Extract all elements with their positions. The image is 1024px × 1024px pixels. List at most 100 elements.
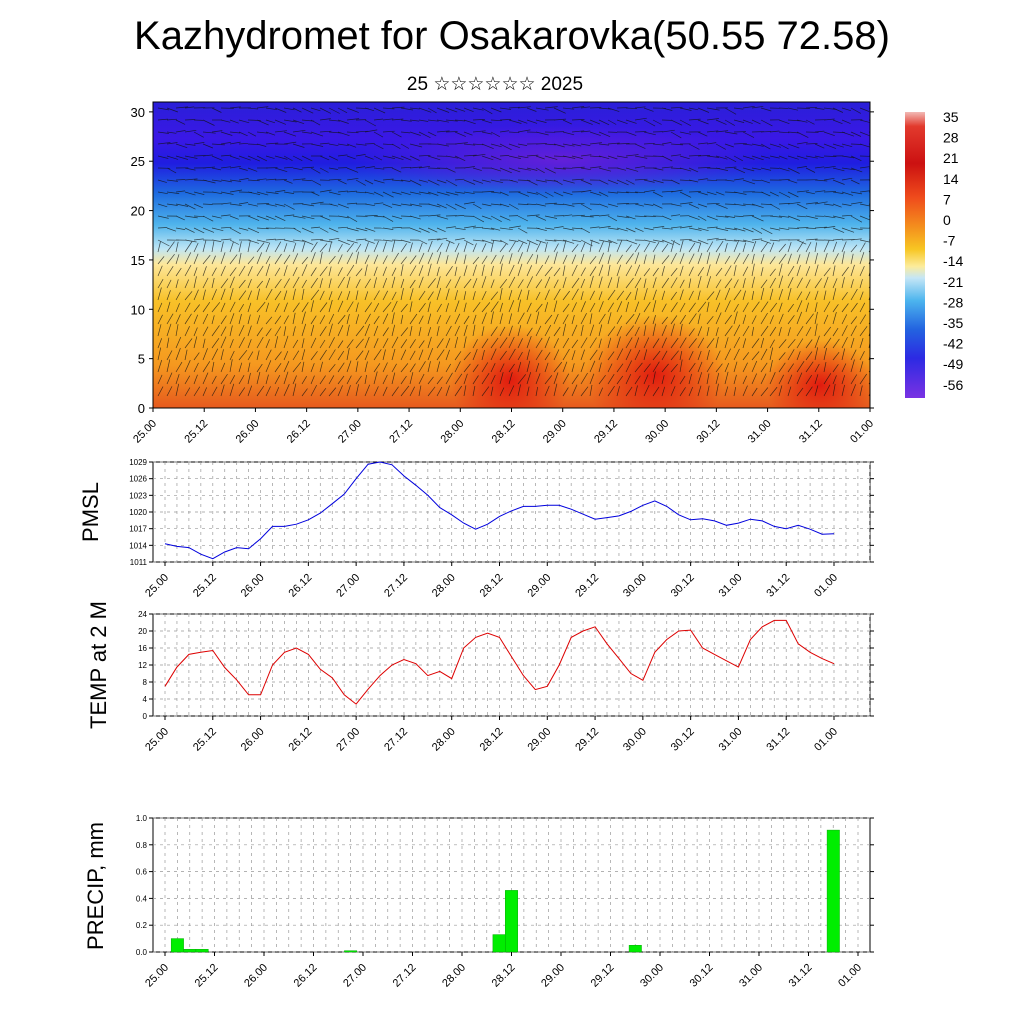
wind-barb bbox=[256, 203, 270, 205]
wind-barb bbox=[562, 191, 573, 196]
wind-barb bbox=[571, 166, 585, 169]
wind-barb bbox=[364, 215, 378, 217]
wind-barb bbox=[715, 363, 723, 373]
wind-barb bbox=[535, 254, 539, 265]
wind-barb bbox=[283, 254, 291, 265]
wind-barb bbox=[850, 215, 863, 223]
wind-barb bbox=[742, 325, 750, 337]
wind-barb bbox=[211, 337, 220, 349]
wind-barb bbox=[229, 215, 239, 220]
wind-barb bbox=[751, 387, 758, 397]
wind-barb bbox=[184, 338, 193, 349]
wind-barb bbox=[733, 303, 739, 313]
wind-barb bbox=[373, 315, 380, 325]
wind-barb bbox=[760, 279, 768, 289]
wind-barb bbox=[715, 191, 725, 196]
wind-barb bbox=[328, 323, 333, 337]
wind-barb bbox=[238, 227, 249, 231]
wind-barb bbox=[382, 130, 395, 133]
wind-barb bbox=[859, 166, 870, 169]
heatmap-ytick-label: 10 bbox=[131, 302, 145, 317]
wind-barb bbox=[499, 350, 507, 361]
wind-barb bbox=[364, 302, 372, 313]
wind-barb bbox=[769, 268, 776, 277]
colorbar-label: -56 bbox=[943, 377, 963, 393]
wind-barb bbox=[247, 314, 251, 325]
wind-barb bbox=[508, 385, 515, 397]
wind-barb bbox=[202, 166, 215, 169]
pmsl-xtick-label: 25.00 bbox=[143, 572, 171, 600]
wind-barb bbox=[337, 143, 349, 147]
wind-barb bbox=[175, 324, 179, 337]
wind-barb bbox=[274, 375, 281, 385]
wind-barb bbox=[355, 166, 366, 169]
wind-barb bbox=[418, 131, 431, 139]
wind-barb bbox=[832, 107, 844, 113]
wind-barb bbox=[544, 106, 558, 109]
wind-barb bbox=[166, 142, 178, 145]
wind-barb bbox=[157, 374, 163, 385]
wind-barb bbox=[382, 227, 394, 230]
wind-barb bbox=[319, 326, 327, 337]
wind-barb bbox=[562, 373, 570, 385]
wind-barb bbox=[382, 327, 389, 337]
wind-barb bbox=[166, 253, 175, 265]
wind-barb bbox=[643, 179, 655, 183]
wind-barb bbox=[751, 276, 755, 289]
wind-barb bbox=[841, 143, 853, 148]
wind-barb bbox=[220, 214, 231, 217]
wind-barb bbox=[859, 302, 866, 313]
wind-barb bbox=[481, 312, 487, 325]
wind-barb bbox=[400, 215, 412, 217]
wind-barb bbox=[508, 253, 513, 265]
wind-barb bbox=[634, 301, 640, 313]
wind-barb bbox=[760, 387, 769, 397]
wind-barb bbox=[274, 315, 282, 325]
wind-barb bbox=[418, 179, 428, 183]
precip-xtick-label: 30.12 bbox=[688, 962, 716, 990]
wind-barb bbox=[436, 361, 441, 373]
wind-barb bbox=[679, 202, 693, 205]
wind-barb bbox=[571, 315, 575, 325]
wind-barb bbox=[463, 278, 472, 289]
wind-barb bbox=[436, 326, 440, 337]
wind-barb bbox=[436, 338, 444, 349]
wind-barb bbox=[238, 202, 249, 205]
wind-barb bbox=[553, 383, 558, 397]
wind-barb bbox=[247, 240, 251, 253]
wind-barb bbox=[157, 256, 165, 265]
wind-barb bbox=[769, 347, 774, 361]
wind-barb bbox=[832, 351, 840, 361]
wind-barb bbox=[733, 239, 740, 253]
wind-barb bbox=[625, 179, 635, 185]
wind-barb bbox=[850, 227, 863, 231]
wind-barb bbox=[589, 360, 596, 373]
wind-barb bbox=[607, 337, 612, 349]
wind-barb bbox=[292, 383, 297, 397]
wind-barb bbox=[814, 166, 825, 169]
wind-barb bbox=[265, 107, 278, 111]
wind-barb bbox=[346, 276, 351, 289]
wind-barb bbox=[301, 256, 309, 265]
pmsl-xtick-label: 27.00 bbox=[334, 572, 362, 600]
wind-barb bbox=[535, 215, 547, 221]
wind-barb bbox=[247, 339, 252, 349]
wind-barb bbox=[634, 155, 648, 159]
wind-barb bbox=[490, 254, 497, 265]
wind-barb bbox=[436, 130, 450, 133]
wind-barb bbox=[490, 203, 502, 206]
wind-barb bbox=[211, 155, 223, 161]
wind-barb bbox=[778, 385, 783, 397]
wind-barb bbox=[778, 288, 783, 301]
wind-barb bbox=[445, 131, 458, 133]
wind-barb bbox=[364, 291, 369, 301]
wind-barb bbox=[805, 119, 815, 125]
wind-barb bbox=[400, 264, 404, 277]
wind-barb bbox=[184, 291, 193, 301]
wind-barb bbox=[283, 278, 290, 289]
wind-barb bbox=[409, 288, 414, 301]
wind-barb bbox=[292, 178, 306, 181]
wind-barb bbox=[364, 203, 375, 207]
wind-barb bbox=[706, 142, 717, 145]
wind-barb bbox=[850, 201, 863, 205]
